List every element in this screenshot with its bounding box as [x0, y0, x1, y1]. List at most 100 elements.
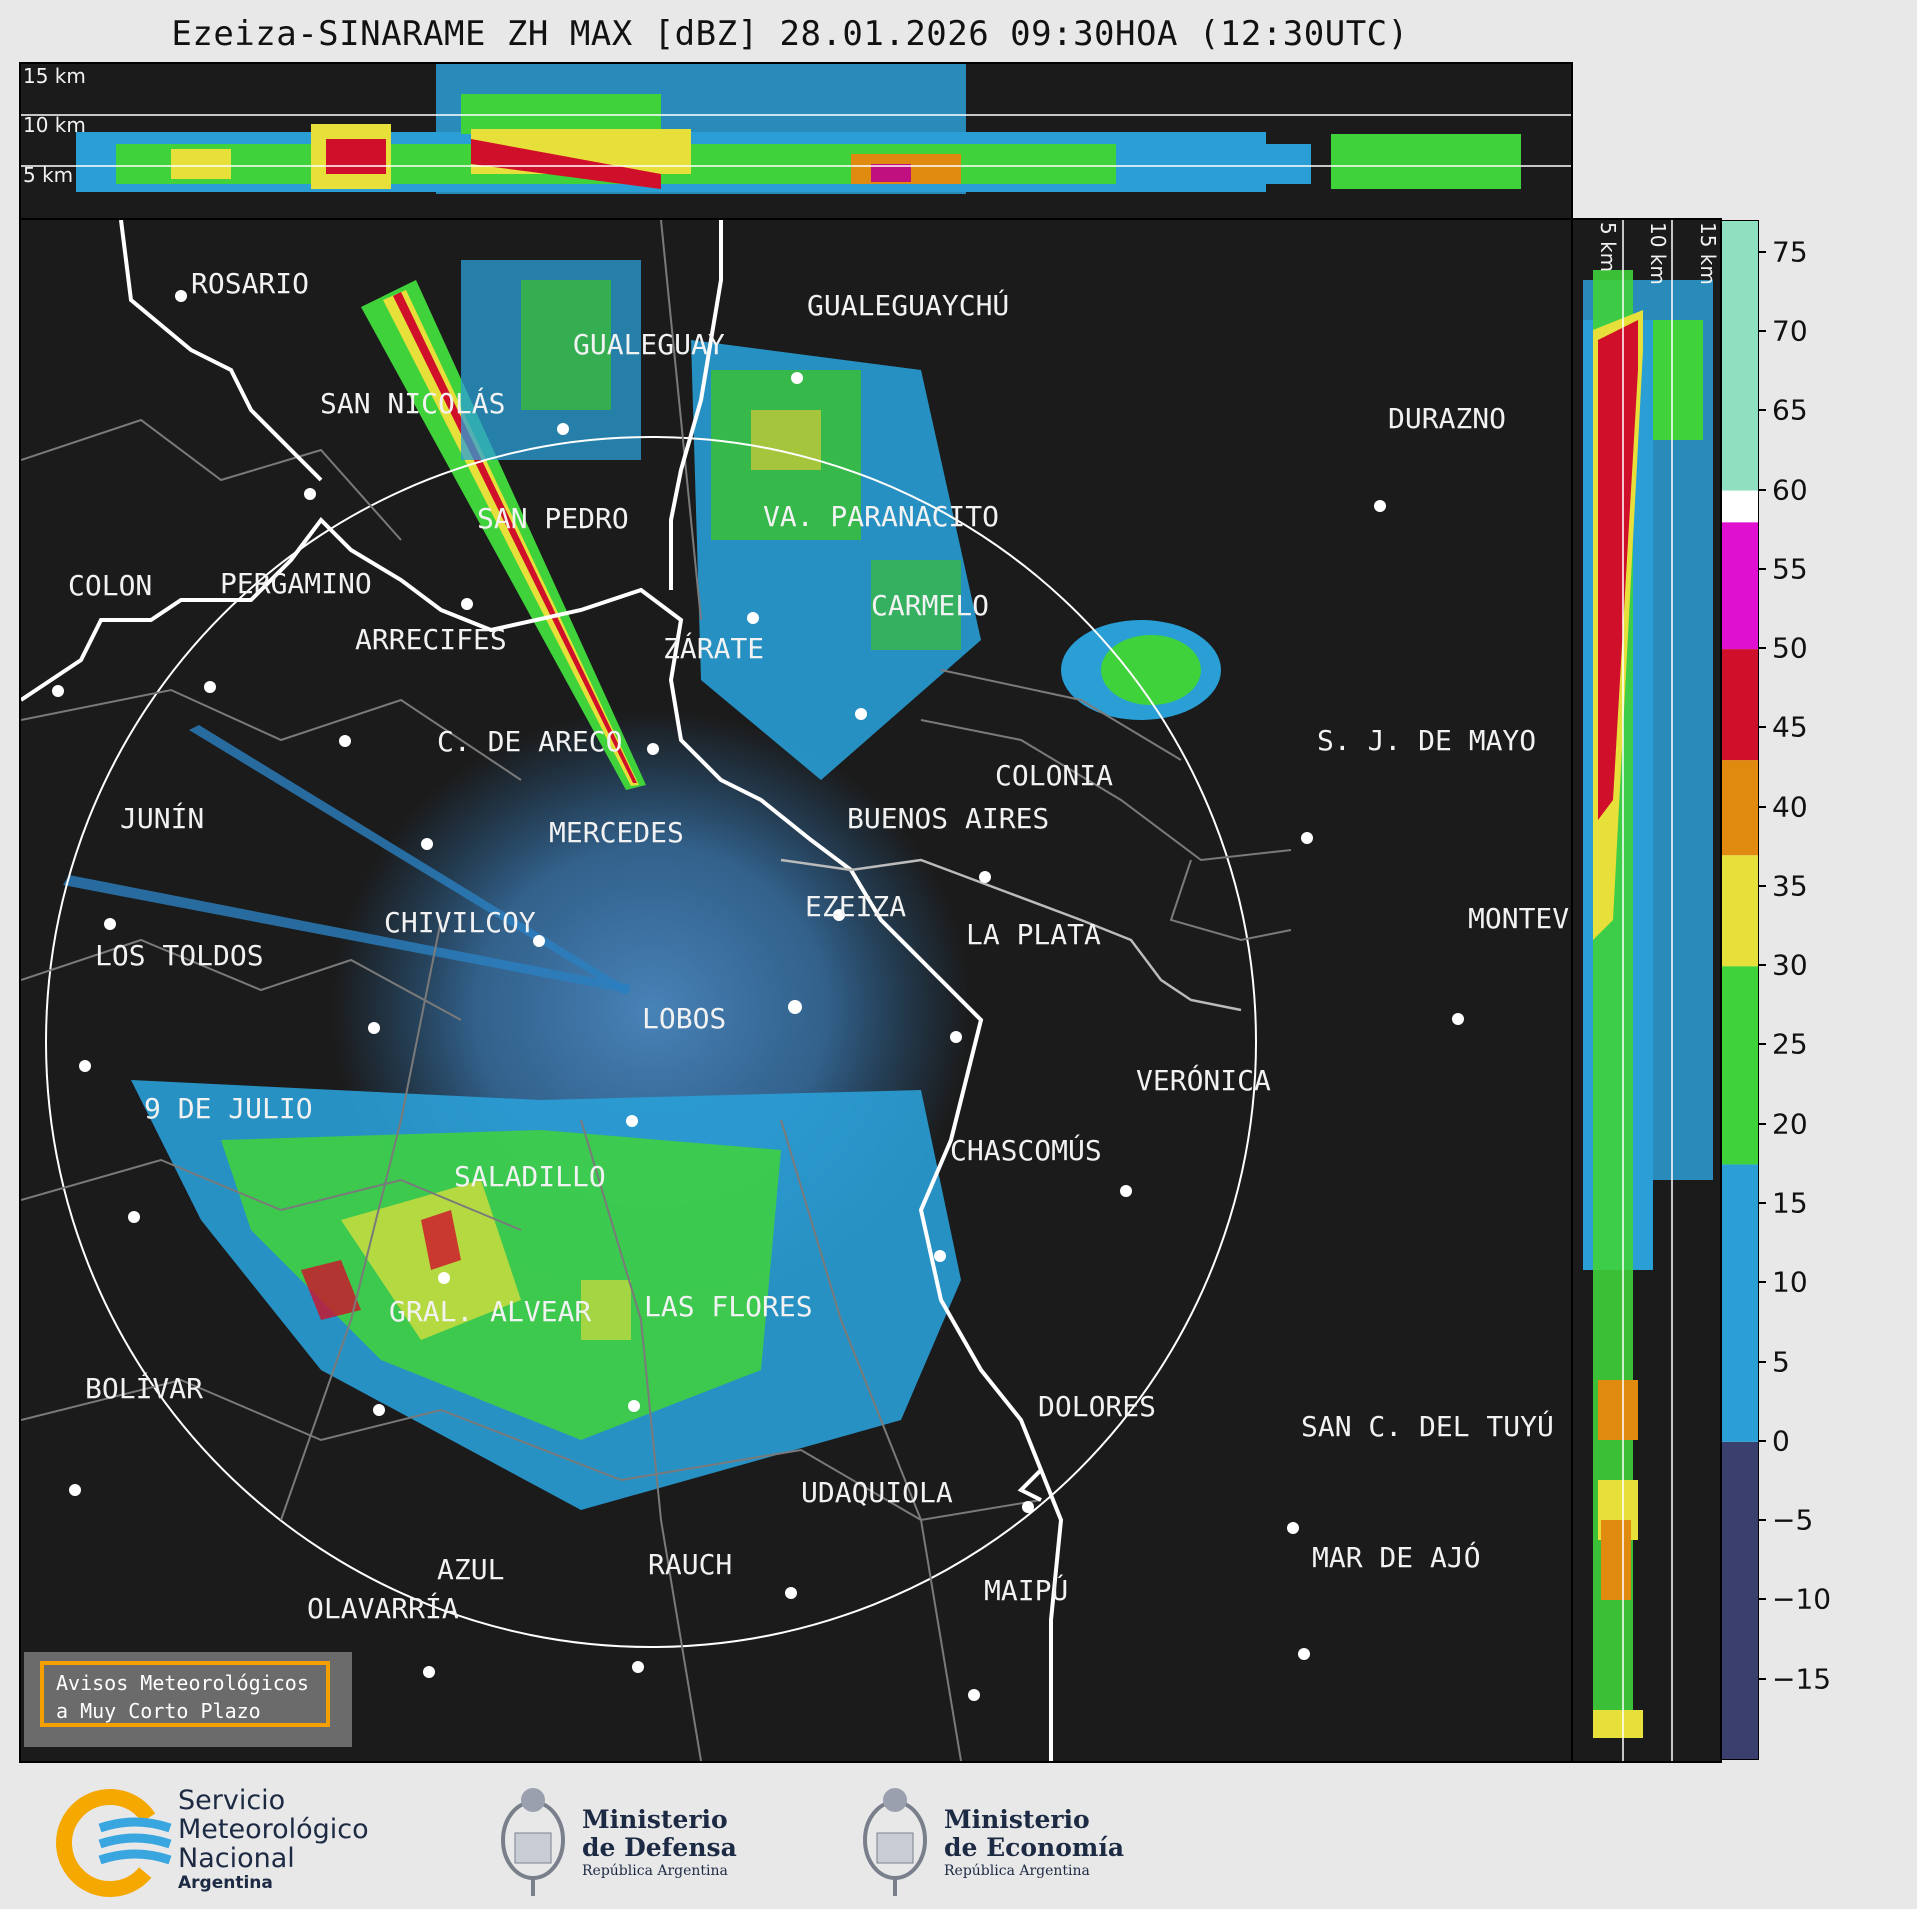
colorbar-band	[1722, 221, 1758, 491]
smn-logo-text: Servicio Meteorológico Nacional Argentin…	[178, 1786, 369, 1893]
colorbar-tick-label: 30	[1772, 948, 1808, 982]
smn-line-3: Nacional	[178, 1843, 295, 1874]
warning-box[interactable]: Avisos Meteorológicos a Muy Corto Plazo	[24, 1652, 352, 1747]
city-label-udaquiola: UDAQUIOLA	[801, 1476, 953, 1509]
city-label-la-plata: LA PLATA	[966, 918, 1101, 951]
colorbar-tick-label: 15	[1772, 1186, 1808, 1220]
city-label-colon: COLON	[68, 569, 152, 602]
city-dot-san-pedro	[461, 598, 473, 610]
colorbar-tick	[1758, 805, 1766, 808]
city-label-mercedes: MERCEDES	[549, 816, 684, 849]
sw-storm-band	[131, 1080, 961, 1510]
city-label-lobos: LOBOS	[642, 1002, 726, 1035]
radar-map: ROSARIO GUALEGUAYCHÚ GUALEGUAY SAN NICOL…	[19, 218, 1573, 1763]
colorbar-tick	[1758, 1677, 1766, 1680]
city-dot-chascomus	[934, 1250, 946, 1262]
side-altitude-profile: 5 km 10 km 15 km	[1571, 218, 1722, 1763]
colorbar-tick	[1758, 488, 1766, 491]
city-dot-c-de-areco	[421, 838, 433, 850]
e-echo-cluster	[1061, 620, 1221, 720]
city-label-san-nicolas: SAN NICOLÁS	[320, 386, 505, 420]
city-dot-pergamino	[204, 681, 216, 693]
city-dot-ezeiza	[788, 1000, 802, 1014]
city-dot-mercedes	[533, 935, 545, 947]
colorbar-tick	[1758, 1202, 1766, 1205]
city-dot-gualeguaychu	[791, 372, 803, 384]
top-profile-graphic: 15 km 10 km 5 km	[21, 64, 1571, 194]
smn-line-1: Servicio	[178, 1785, 286, 1816]
city-label-rauch: RAUCH	[648, 1548, 732, 1581]
city-dot-junin	[104, 918, 116, 930]
side-alt-15km: 15 km	[1696, 222, 1720, 285]
colorbar-tick-label: 40	[1772, 790, 1808, 824]
city-dot-colon	[52, 685, 64, 697]
city-label-montevideo: MONTEVIDEO	[1468, 902, 1571, 935]
colorbar-tick	[1758, 726, 1766, 729]
colorbar-tick-label: 5	[1772, 1345, 1790, 1379]
colorbar-tick	[1758, 964, 1766, 967]
city-label-durazno: DURAZNO	[1388, 402, 1506, 435]
colorbar-tick-label: 70	[1772, 314, 1808, 348]
smn-line-4: Argentina	[178, 1873, 273, 1893]
smn-line-2: Meteorológico	[178, 1814, 369, 1845]
colorbar-band	[1722, 855, 1758, 967]
side-profile-graphic: 5 km 10 km 15 km	[1583, 220, 1720, 1761]
economia-line-2: de Economía	[944, 1833, 1125, 1862]
city-label-san-pedro: SAN PEDRO	[477, 502, 629, 535]
warning-line-1: Avisos Meteorológicos	[56, 1671, 309, 1695]
city-label-gral-alvear: GRAL. ALVEAR	[389, 1295, 591, 1328]
city-label-va-paranacito: VA. PARANACITO	[763, 500, 999, 533]
city-label-olavarria: OLAVARRÍA	[307, 1591, 459, 1625]
range-ring	[45, 436, 1257, 1648]
colorbar-graphic	[1722, 221, 1758, 1759]
colorbar-tick-label: 75	[1772, 235, 1808, 269]
city-label-los-toldos: LOS TOLDOS	[95, 939, 264, 972]
warning-line-2: a Muy Corto Plazo	[56, 1699, 261, 1723]
colorbar-band	[1722, 649, 1758, 761]
city-label-gualeguay: GUALEGUAY	[573, 328, 725, 361]
top-profile-echoes	[76, 64, 1521, 194]
colorbar-band	[1722, 522, 1758, 650]
w-beam-2	[63, 875, 631, 993]
city-dot-durazno	[1374, 500, 1386, 512]
city-dot-san-nicolas	[304, 488, 316, 500]
radar-map-graphic: ROSARIO GUALEGUAYCHÚ GUALEGUAY SAN NICOL…	[21, 220, 1571, 1761]
warning-box-frame[interactable]: Avisos Meteorológicos a Muy Corto Plazo	[40, 1661, 330, 1727]
city-label-9-de-julio: 9 DE JULIO	[144, 1092, 313, 1125]
city-label-c-de-areco: C. DE ARECO	[437, 725, 622, 758]
city-dot-carmelo	[855, 708, 867, 720]
top-alt-15km: 15 km	[23, 64, 86, 88]
city-dot-veronica	[1120, 1185, 1132, 1197]
colorbar-tick	[1758, 409, 1766, 412]
economia-logo-text: Ministerio de Economía República Argenti…	[944, 1806, 1124, 1880]
city-dot-colonia	[979, 871, 991, 883]
city-label-rosario: ROSARIO	[191, 267, 309, 300]
colorbar-tick	[1758, 1439, 1766, 1442]
city-dot-chivilcoy	[368, 1022, 380, 1034]
city-label-mar-de-ajo: MAR DE AJÓ	[1312, 1540, 1481, 1574]
reflectivity-colorbar	[1721, 220, 1759, 1760]
city-label-ezeiza: EZEIZA	[805, 890, 906, 923]
city-label-junin: JUNÍN	[120, 801, 204, 835]
colorbar-tick	[1758, 329, 1766, 332]
colorbar-tick-label: −10	[1772, 1582, 1832, 1616]
footer-logos: Servicio Meteorológico Nacional Argentin…	[0, 1760, 1917, 1909]
smn-logo-icon	[56, 1789, 172, 1897]
defensa-seal-icon	[501, 1788, 565, 1896]
city-dot-zarate	[647, 743, 659, 755]
city-label-azul: AZUL	[437, 1553, 504, 1586]
top-alt-5km: 5 km	[23, 163, 73, 187]
colorbar-band	[1722, 760, 1758, 856]
city-dot-gral-alvear	[373, 1404, 385, 1416]
colorbar-tick	[1758, 647, 1766, 650]
city-dot-las-flores	[628, 1400, 640, 1412]
city-dot-arrecifes	[339, 735, 351, 747]
colorbar-band	[1722, 1164, 1758, 1442]
colorbar-tick-label: 25	[1772, 1027, 1808, 1061]
city-label-pergamino: PERGAMINO	[220, 567, 372, 600]
city-label-gualeguaychu: GUALEGUAYCHÚ	[807, 288, 1009, 322]
city-dot-buenos-aires	[833, 909, 845, 921]
colorbar-tick	[1758, 250, 1766, 253]
city-label-carmelo: CARMELO	[871, 589, 989, 622]
colorbar-tick	[1758, 567, 1766, 570]
